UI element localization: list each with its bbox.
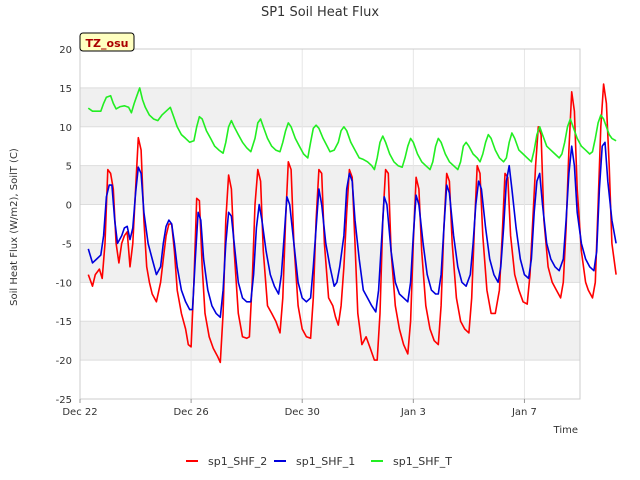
plot-band bbox=[80, 87, 580, 127]
y-tick-label: -5 bbox=[62, 239, 72, 250]
x-tick-label: Dec 26 bbox=[173, 407, 208, 418]
x-axis-label: Time bbox=[553, 425, 578, 436]
plot-bands bbox=[80, 49, 580, 399]
plot-band bbox=[80, 321, 580, 361]
y-tick-label: 0 bbox=[66, 201, 72, 212]
y-tick-label: -15 bbox=[56, 317, 72, 328]
legend: sp1_SHF_2 sp1_SHF_1 sp1_SHF_T bbox=[186, 455, 452, 468]
series-layer bbox=[87, 83, 617, 364]
y-tick-label: 15 bbox=[59, 84, 72, 95]
series-line-sp1_SHF_2 bbox=[87, 83, 617, 364]
plot-band bbox=[80, 165, 580, 205]
tz-badge-box bbox=[79, 32, 135, 52]
y-tick-label: -10 bbox=[56, 278, 72, 289]
tz-badge: TZ_osu bbox=[79, 32, 135, 52]
chart-title: SP1 Soil Heat Flux bbox=[261, 5, 379, 20]
plot-band bbox=[80, 49, 580, 88]
plot-band bbox=[80, 126, 580, 166]
plot-band bbox=[80, 204, 580, 244]
y-tick-label: -20 bbox=[56, 356, 72, 367]
legend-label-sp1_SHF_1: sp1_SHF_1 bbox=[296, 455, 355, 468]
tz-badge-label: TZ_osu bbox=[86, 37, 129, 50]
y-axis-label: Soil Heat Flux (W/m2), SoilT (C) bbox=[9, 148, 20, 306]
x-tick-label: Jan 3 bbox=[400, 407, 426, 418]
series-line-sp1_SHF_1 bbox=[87, 141, 617, 319]
legend-label-sp1_SHF_T: sp1_SHF_T bbox=[393, 455, 452, 468]
y-tick-label: 10 bbox=[59, 123, 72, 134]
x-tick-label: Jan 7 bbox=[511, 407, 537, 418]
legend-label-sp1_SHF_2: sp1_SHF_2 bbox=[208, 455, 267, 468]
x-tick-label: Dec 30 bbox=[285, 407, 320, 418]
series-line-sp1_SHF_T bbox=[87, 87, 617, 171]
y-tick-label: 20 bbox=[59, 45, 72, 56]
y-tick-label: -25 bbox=[56, 395, 72, 406]
plot-band bbox=[80, 360, 580, 399]
y-tick-label: 5 bbox=[66, 162, 72, 173]
x-axis: Dec 22 Dec 26 Dec 30 Jan 3 Jan 7 bbox=[62, 399, 537, 418]
y-axis: -25 -20 -15 -10 -5 0 5 10 15 20 bbox=[56, 45, 72, 406]
x-tick-label: Dec 22 bbox=[62, 407, 97, 418]
